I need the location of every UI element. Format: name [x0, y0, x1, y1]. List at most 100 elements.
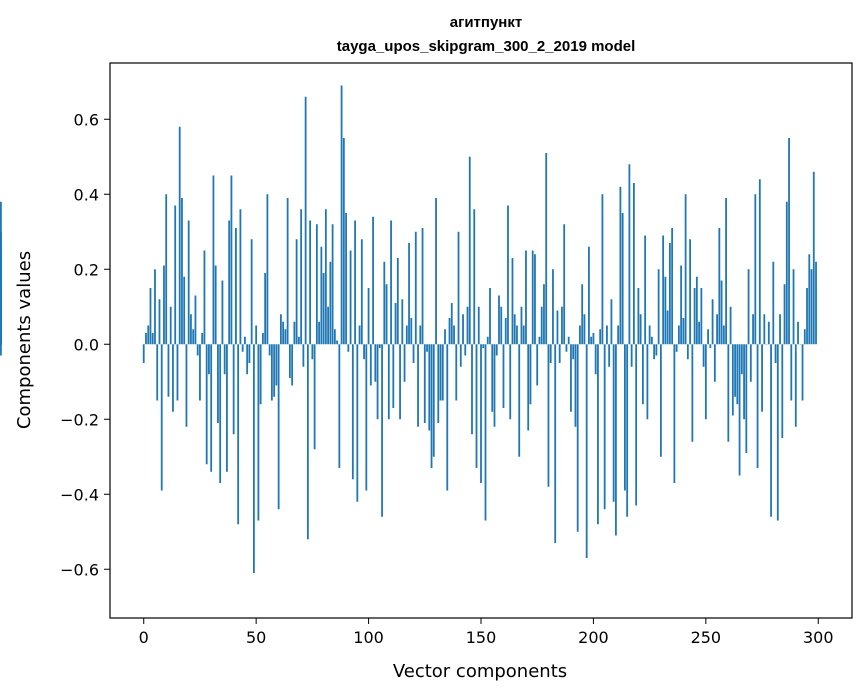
bar-221: [639, 314, 642, 345]
bar-146: [471, 344, 473, 435]
bar-107: [383, 261, 386, 345]
bar-45: [244, 336, 246, 345]
bar-77: [315, 224, 318, 345]
bar-166: [516, 325, 518, 345]
bar-72: [304, 96, 307, 345]
bar-235: [671, 228, 674, 345]
bar-4: [151, 333, 154, 345]
bar-211: [617, 325, 620, 345]
bar-95: [356, 344, 359, 502]
bar-200: [592, 333, 595, 345]
bar-299: [815, 261, 817, 345]
bar-273: [756, 344, 759, 468]
x-tick-label-200: 200: [578, 628, 609, 647]
bar-71: [302, 344, 305, 367]
bar-224: [646, 344, 649, 420]
bar-232: [664, 276, 667, 345]
bar-207: [608, 344, 611, 367]
bar-29: [208, 344, 210, 375]
bar-17: [181, 198, 183, 345]
x-tick-label-0: 0: [139, 628, 149, 647]
bar-214: [624, 344, 626, 491]
bar-278: [767, 321, 770, 345]
bar-188: [565, 344, 568, 352]
bar-236: [673, 344, 676, 483]
bar-22: [192, 329, 195, 345]
bar-134: [444, 329, 446, 345]
bar-186: [561, 306, 563, 345]
bar-116: [403, 344, 406, 382]
bar-54: [264, 273, 267, 345]
bar-35: [221, 280, 224, 345]
y-axis-label: Components values: [14, 251, 35, 429]
bar-223: [644, 235, 647, 345]
bar-82: [327, 306, 330, 345]
bar-163: [509, 344, 512, 420]
bar-183: [554, 344, 557, 543]
bar-132: [439, 344, 442, 401]
bar-231: [662, 235, 665, 345]
bar-47: [248, 344, 251, 363]
bar-153: [486, 336, 489, 345]
bar-undefined: [0, 344, 2, 356]
bar-114: [399, 344, 401, 420]
bar-135: [446, 344, 449, 491]
bar-185: [558, 344, 561, 363]
bar-24: [196, 344, 199, 356]
bar-127: [428, 344, 431, 431]
bar-61: [279, 314, 282, 345]
x-axis-label: Vector components: [393, 661, 567, 682]
bar-62: [282, 321, 285, 345]
bar-263: [734, 344, 736, 397]
bar-245: [693, 288, 696, 345]
bar-254: [713, 344, 716, 382]
bar-55: [266, 194, 269, 345]
bar-64: [286, 198, 289, 345]
bar-210: [615, 344, 617, 536]
bar-118: [408, 243, 410, 345]
bar-282: [776, 344, 779, 521]
bar-229: [657, 269, 660, 345]
bar-206: [606, 325, 608, 345]
bar-266: [740, 344, 743, 375]
bar-1: [145, 333, 147, 345]
bar-160: [502, 344, 505, 408]
bar-180: [547, 344, 550, 487]
bar-56: [268, 344, 271, 356]
y-tick-label-0.4: 0.4: [74, 185, 99, 204]
bar-60: [277, 344, 280, 510]
bar-113: [396, 258, 399, 345]
bar-23: [194, 295, 197, 345]
bar-268: [745, 344, 748, 453]
x-tick-label-50: 50: [246, 628, 266, 647]
bar-21: [190, 314, 192, 345]
bar-131: [437, 344, 440, 423]
bar-155: [491, 344, 494, 412]
bar-46: [246, 344, 249, 375]
bar-276: [763, 314, 766, 345]
bar-115: [401, 299, 404, 345]
bar-190: [570, 344, 572, 412]
bar-187: [563, 224, 566, 345]
bar-0: [142, 344, 145, 363]
bar-198: [588, 246, 590, 345]
bar-242: [686, 344, 689, 360]
bar-53: [261, 333, 264, 345]
bar-250: [704, 344, 707, 420]
bar-68: [295, 239, 298, 345]
bar-240: [682, 318, 685, 345]
bar-88: [340, 85, 343, 345]
bar-262: [731, 344, 734, 416]
bar-83: [329, 261, 332, 345]
bar-129: [432, 344, 435, 457]
bar-120: [412, 344, 415, 363]
bar-66: [291, 344, 294, 386]
bar-239: [680, 265, 683, 345]
bar-67: [293, 321, 296, 345]
y-tick-label-0.6: 0.6: [74, 110, 99, 129]
bar-39: [230, 175, 233, 345]
bar-152: [484, 344, 487, 521]
bar-137: [450, 303, 453, 345]
bar-108: [385, 284, 388, 345]
bar-94: [354, 220, 356, 345]
